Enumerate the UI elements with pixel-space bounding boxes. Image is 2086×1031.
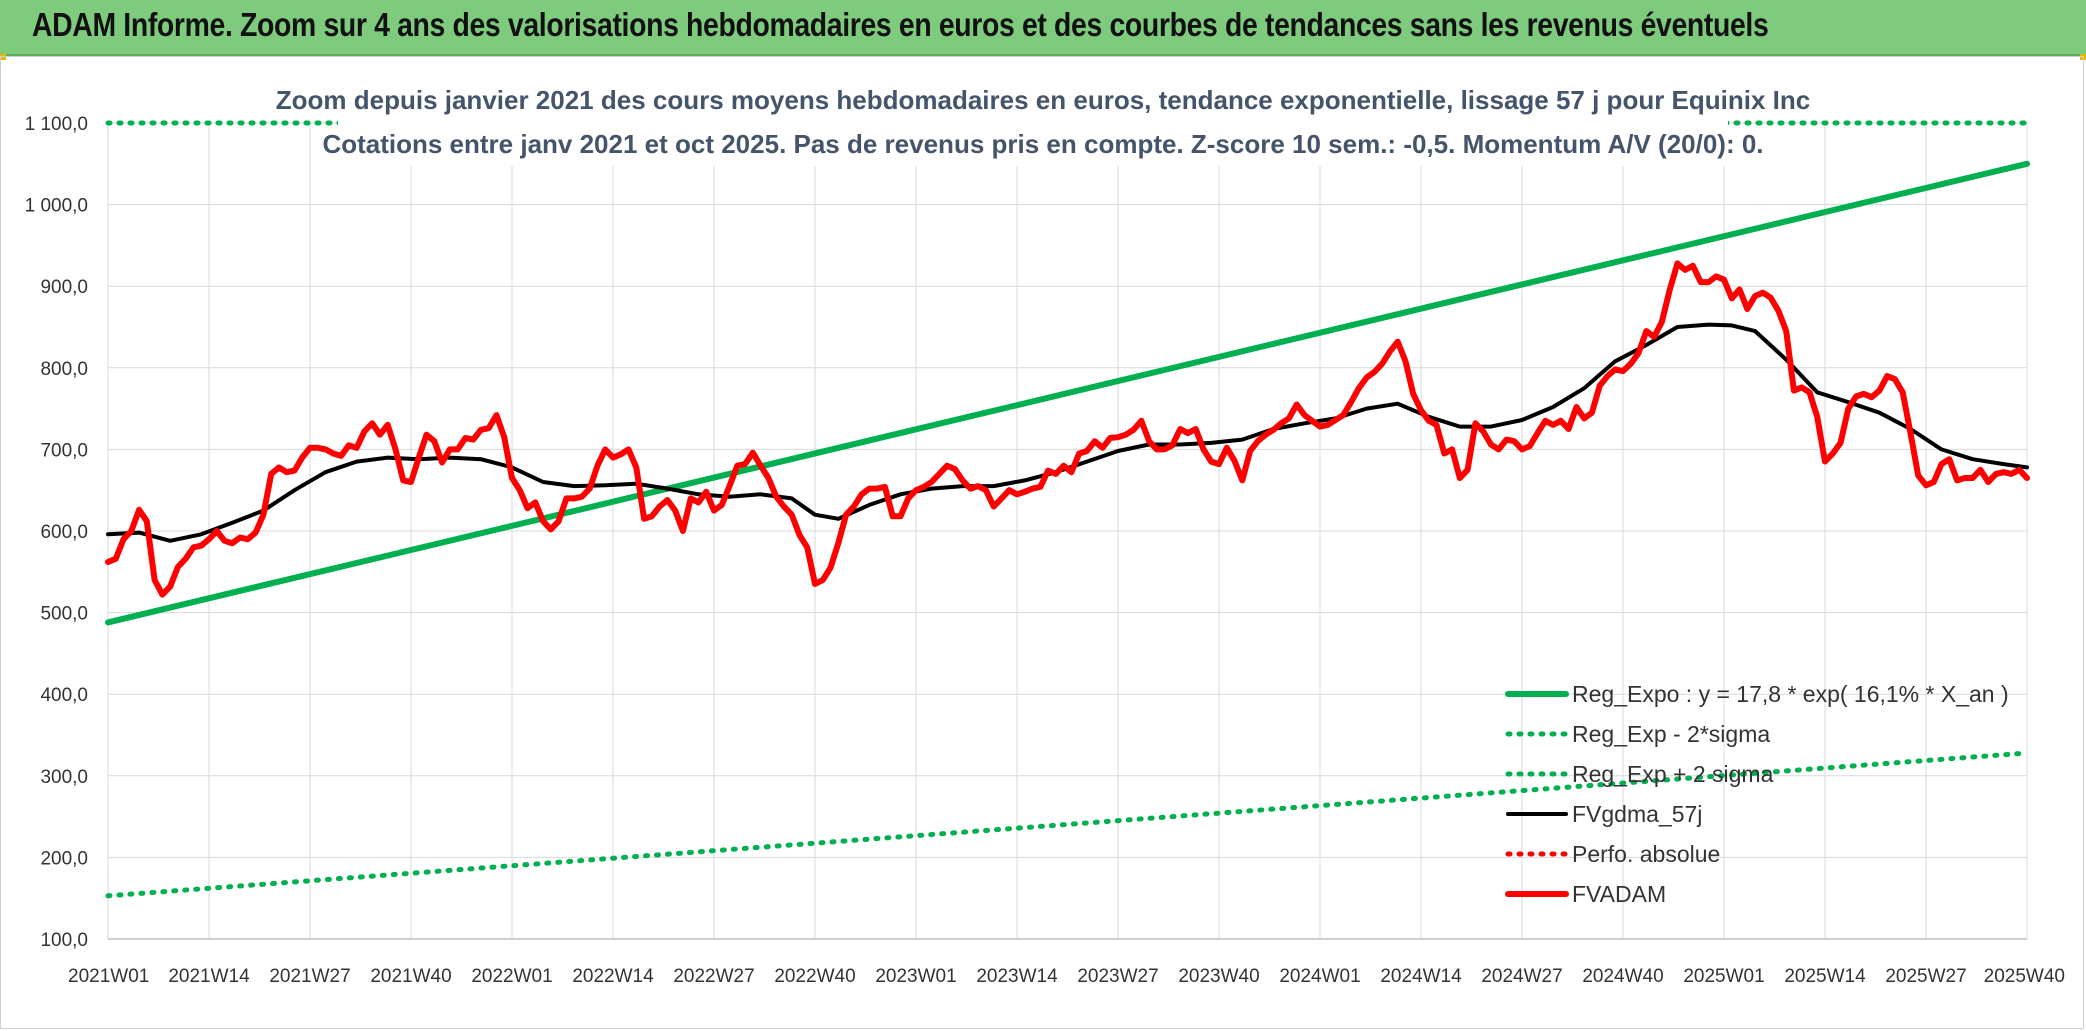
legend-label: Reg_Exp + 2 sigma (1572, 761, 1774, 787)
legend: Reg_Expo : y = 17,8 * exp( 16,1% * X_an … (1505, 681, 2009, 907)
x-tick-label: 2025W14 (1784, 966, 1866, 987)
x-tick-label: 2023W40 (1178, 966, 1259, 987)
legend-label: Reg_Exp - 2*sigma (1572, 721, 1770, 747)
grid (107, 122, 2028, 940)
x-tick-label: 2023W14 (976, 966, 1058, 987)
y-axis-ticks: 100,0 200,0 300,0 400,0 500,0 600,0 700,0 800,0… (25, 114, 88, 951)
y-tick-label: 200,0 (40, 848, 88, 869)
x-tick-label: 2025W40 (1984, 966, 2065, 987)
x-tick-label: 2021W27 (269, 966, 350, 987)
y-tick-label: 300,0 (40, 767, 88, 788)
reg-expo-line (105, 160, 2030, 626)
y-tick-label: 800,0 (40, 359, 88, 380)
legend-label: FVgdma_57j (1572, 801, 1702, 827)
x-tick-label: 2024W27 (1481, 966, 1562, 987)
x-tick-label: 2022W01 (471, 966, 552, 987)
y-tick-label: 1 100,0 (25, 114, 88, 135)
fvadam-line (105, 260, 2030, 598)
y-tick-label: 100,0 (40, 930, 88, 951)
chart-subtitle-2: Cotations entre janv 2021 et oct 2025. P… (322, 129, 1763, 159)
y-tick-label: 700,0 (40, 440, 88, 461)
y-tick-label: 600,0 (40, 522, 88, 543)
x-axis-ticks: 2021W01 2021W14 2021W27 2021W40 2022W01 2022W… (68, 966, 2065, 987)
chart-subtitle-1: Zoom depuis janvier 2021 des cours moyen… (276, 85, 1810, 115)
x-tick-label: 2022W14 (572, 966, 654, 987)
x-tick-label: 2022W40 (774, 966, 855, 987)
x-tick-label: 2024W40 (1582, 966, 1663, 987)
y-tick-label: 500,0 (40, 604, 88, 625)
legend-label: FVADAM (1572, 881, 1666, 907)
subtitle-backdrop (338, 76, 1728, 166)
x-tick-label: 2025W27 (1885, 966, 1966, 987)
x-tick-label: 2024W01 (1279, 966, 1360, 987)
reg-lower-band-line (105, 750, 2030, 899)
corner-marker-left (0, 54, 6, 60)
title-banner: ADAM Informe. Zoom sur 4 ans des valoris… (0, 0, 2086, 56)
y-tick-label: 400,0 (40, 685, 88, 706)
y-tick-label: 1 000,0 (25, 196, 88, 217)
x-tick-label: 2025W01 (1683, 966, 1764, 987)
x-tick-label: 2023W01 (875, 966, 956, 987)
x-tick-label: 2023W27 (1077, 966, 1158, 987)
x-tick-label: 2024W14 (1380, 966, 1462, 987)
chart-frame (0, 56, 2084, 1029)
report-title: ADAM Informe. Zoom sur 4 ans des valoris… (32, 6, 1769, 43)
x-tick-label: 2021W40 (370, 966, 451, 987)
x-tick-label: 2021W01 (68, 966, 149, 987)
x-tick-label: 2021W14 (168, 966, 250, 987)
legend-label: Reg_Expo : y = 17,8 * exp( 16,1% * X_an … (1572, 681, 2009, 707)
legend-label: Perfo. absolue (1572, 841, 1720, 867)
y-tick-label: 900,0 (40, 277, 88, 298)
x-tick-label: 2022W27 (673, 966, 754, 987)
fvgdma-line (106, 322, 2029, 543)
